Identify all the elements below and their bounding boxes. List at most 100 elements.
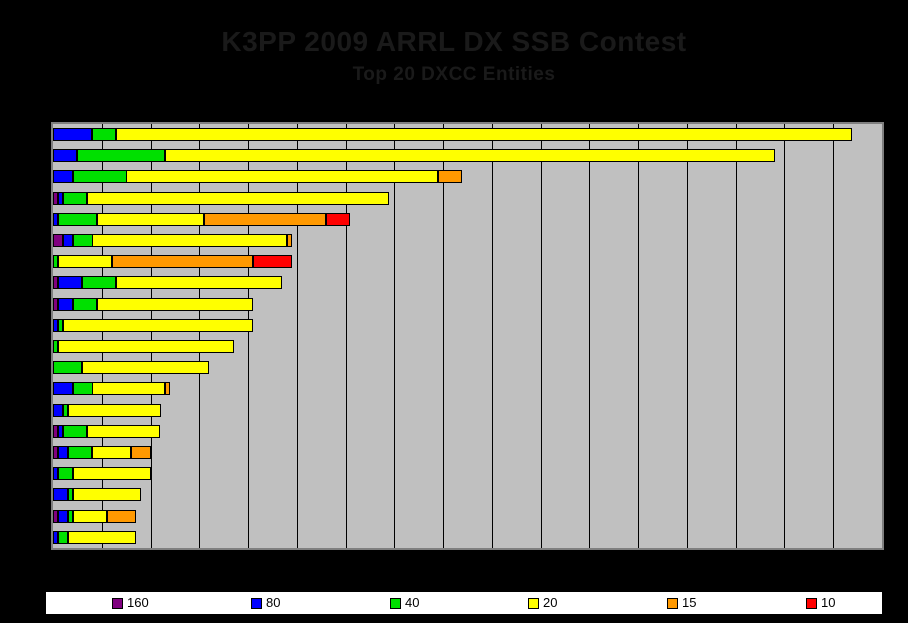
legend-label: 40 [405, 595, 420, 610]
bar-segment-10m [326, 213, 350, 226]
bar-segment-80m [53, 128, 92, 141]
bar-segment-40m [68, 488, 73, 501]
bar-segment-20m [82, 361, 209, 374]
bar-segment-20m [92, 234, 287, 247]
bar-segment-20m [97, 298, 253, 311]
legend-item-20: 20 [528, 592, 557, 614]
bar-segment-20m [92, 382, 165, 395]
x-gridline [199, 124, 200, 548]
legend-item-40: 40 [390, 592, 419, 614]
legend-item-10: 10 [806, 592, 835, 614]
x-gridline [638, 124, 639, 548]
bar-segment-80m [53, 488, 68, 501]
bar-segment-80m [58, 276, 82, 289]
bar-segment-80m [53, 170, 73, 183]
x-gridline [833, 124, 834, 548]
bar-segment-80m [53, 213, 58, 226]
bar-segment-10m [253, 255, 292, 268]
bar-segment-40m [68, 510, 73, 523]
bar-segment-80m [63, 234, 73, 247]
bar-segment-20m [97, 213, 204, 226]
bar-segment-80m [58, 425, 63, 438]
bar-segment-20m [63, 319, 253, 332]
legend-label: 15 [682, 595, 697, 610]
bar-segment-80m [53, 404, 63, 417]
bar-segment-20m [87, 192, 389, 205]
bar-segment-40m [63, 425, 87, 438]
legend-item-160: 160 [112, 592, 149, 614]
x-gridline [492, 124, 493, 548]
bar-segment-40m [63, 192, 87, 205]
bar-segment-40m [77, 149, 165, 162]
bar-segment-40m [82, 276, 116, 289]
x-gridline [589, 124, 590, 548]
x-gridline [541, 124, 542, 548]
bar-segment-40m [53, 255, 58, 268]
bar-segment-15m [438, 170, 462, 183]
x-gridline [784, 124, 785, 548]
bar-segment-80m [58, 192, 63, 205]
bar-segment-40m [73, 298, 97, 311]
bar-segment-20m [92, 446, 131, 459]
bar-segment-20m [73, 467, 151, 480]
x-gridline [102, 124, 103, 548]
legend-label: 160 [127, 595, 149, 610]
bar-segment-20m [58, 340, 234, 353]
legend-swatch-icon [667, 597, 678, 609]
legend-label: 10 [821, 595, 836, 610]
bar-segment-40m [53, 361, 82, 374]
bar-segment-15m [287, 234, 292, 247]
x-gridline [346, 124, 347, 548]
legend-swatch-icon [251, 597, 262, 609]
x-gridline [248, 124, 249, 548]
legend: 160 80 40 20 15 10 [46, 592, 882, 614]
x-gridline [151, 124, 152, 548]
bar-segment-40m [58, 213, 97, 226]
bar-segment-80m [53, 531, 58, 544]
bar-segment-160m [53, 298, 58, 311]
bar-segment-15m [131, 446, 151, 459]
bar-segment-160m [53, 510, 58, 523]
x-gridline [687, 124, 688, 548]
legend-item-80: 80 [251, 592, 280, 614]
bar-segment-20m [126, 170, 438, 183]
bar-segment-15m [107, 510, 136, 523]
legend-swatch-icon [528, 597, 539, 609]
chart-title: K3PP 2009 ARRL DX SSB Contest [221, 26, 687, 57]
bar-segment-20m [73, 510, 107, 523]
bar-segment-20m [116, 276, 282, 289]
bar-segment-20m [58, 255, 112, 268]
bar-segment-20m [87, 425, 160, 438]
bar-segment-20m [73, 488, 141, 501]
bar-segment-160m [53, 276, 58, 289]
legend-label: 80 [266, 595, 281, 610]
legend-swatch-icon [390, 597, 401, 609]
bar-segment-160m [53, 192, 58, 205]
bar-segment-20m [165, 149, 775, 162]
bar-segment-20m [68, 404, 161, 417]
x-gridline [394, 124, 395, 548]
bar-segment-80m [53, 149, 77, 162]
plot-area [51, 122, 884, 550]
x-gridline [736, 124, 737, 548]
chart-subtitle: Top 20 DXCC Entities [352, 64, 556, 85]
legend-swatch-icon [112, 597, 123, 609]
bar-segment-40m [58, 531, 68, 544]
bar-segment-15m [112, 255, 253, 268]
bar-segment-80m [53, 319, 58, 332]
bar-segment-40m [73, 234, 93, 247]
bar-segment-160m [53, 234, 63, 247]
legend-label: 20 [543, 595, 558, 610]
bar-segment-80m [53, 467, 58, 480]
bar-segment-40m [68, 446, 92, 459]
bar-segment-80m [58, 298, 73, 311]
legend-item-15: 15 [667, 592, 696, 614]
bar-segment-80m [58, 510, 68, 523]
bar-segment-40m [58, 467, 73, 480]
bar-segment-15m [204, 213, 326, 226]
bar-segment-40m [73, 382, 93, 395]
bar-segment-40m [53, 340, 58, 353]
bar-segment-160m [53, 446, 58, 459]
bar-segment-40m [92, 128, 116, 141]
